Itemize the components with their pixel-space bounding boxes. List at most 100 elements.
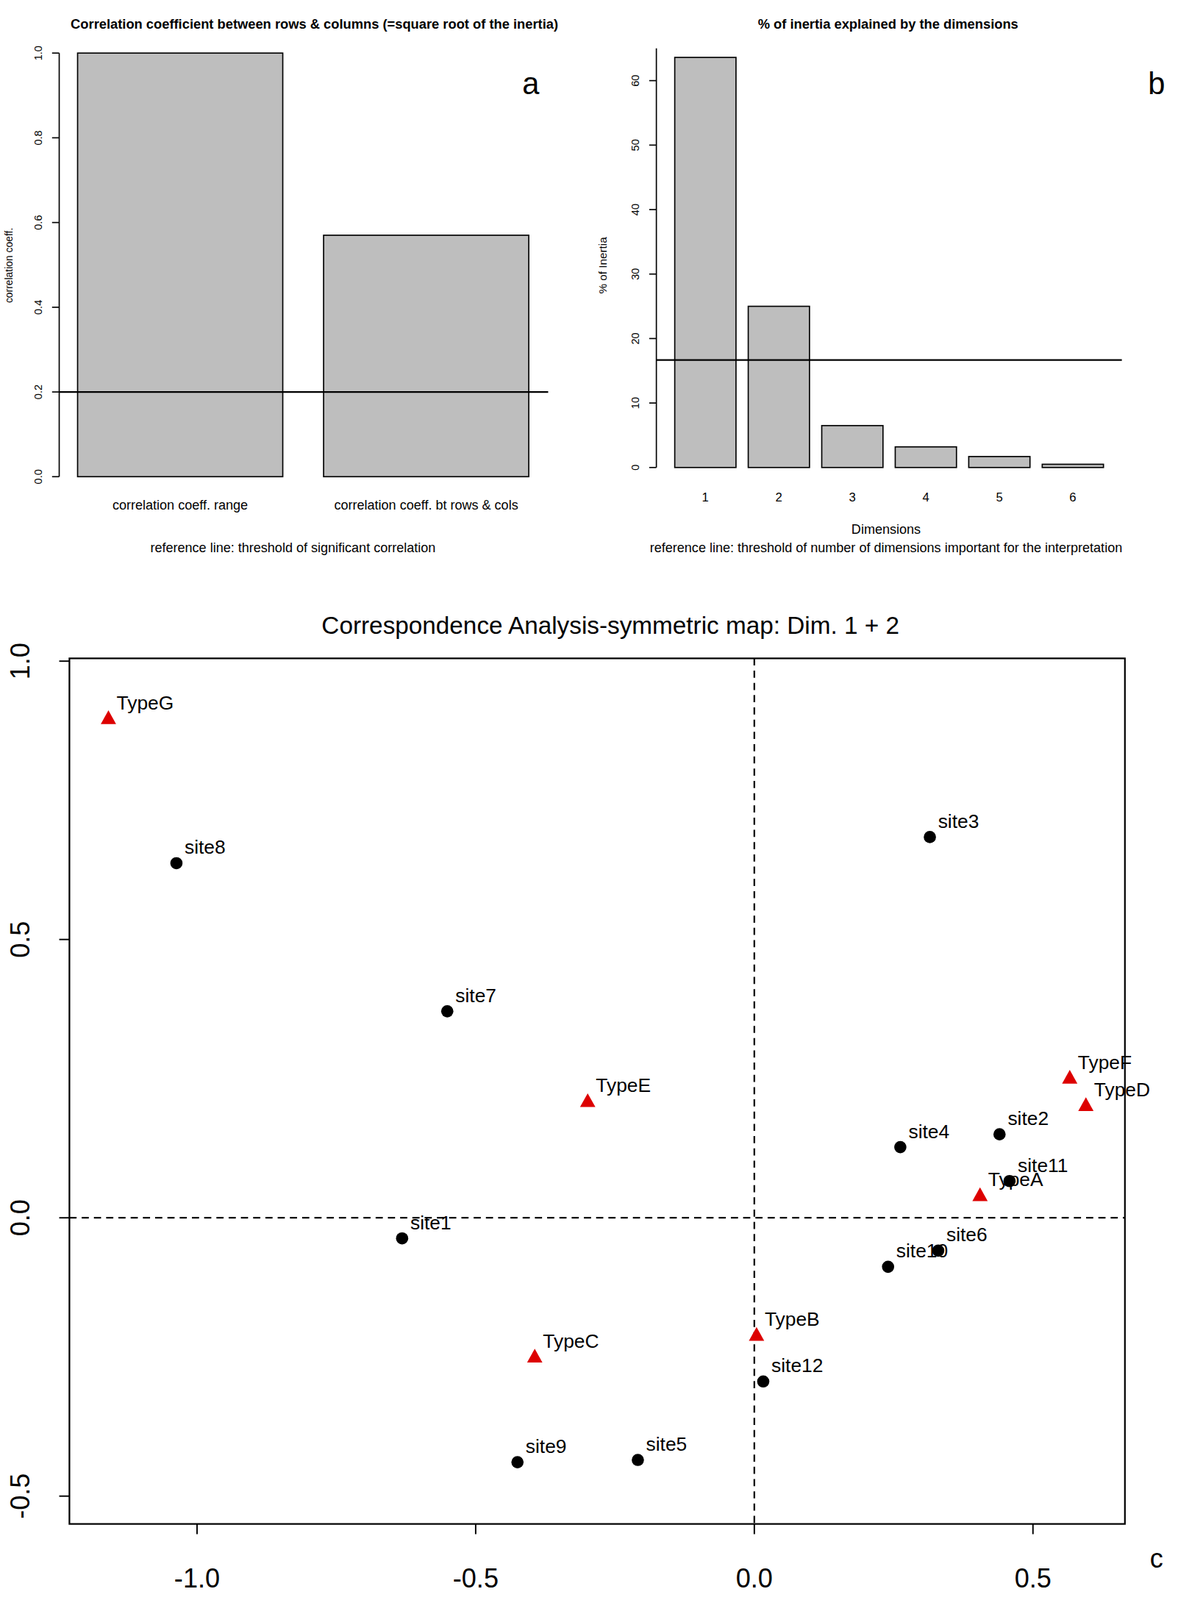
point-label: TypeF — [1077, 1051, 1132, 1074]
point — [1077, 1097, 1094, 1112]
point-label: TypeB — [764, 1308, 820, 1331]
point-label: site9 — [525, 1435, 567, 1458]
title: Correspondence Analysis-symmetric map: D… — [321, 611, 900, 640]
bar — [968, 456, 1030, 468]
point-label: site6 — [946, 1223, 988, 1246]
y-tick-label: 30 — [629, 268, 642, 281]
bar — [748, 306, 810, 468]
y-tick-label: 0.5 — [5, 921, 36, 959]
y-axis-line — [655, 48, 658, 468]
reference-line — [656, 359, 1123, 362]
point — [1061, 1069, 1078, 1084]
point — [580, 1093, 596, 1108]
y-tick — [52, 391, 60, 393]
y-tick-label: 0.0 — [5, 1199, 36, 1237]
bar — [822, 425, 884, 468]
point — [527, 1348, 543, 1363]
category-label: 5 — [995, 490, 1003, 505]
x-tick-label: -1.0 — [174, 1563, 220, 1594]
y-tick — [649, 402, 657, 404]
y-tick — [649, 338, 657, 340]
x-tick-label: 0.5 — [1014, 1563, 1052, 1594]
y-tick-label: 1.0 — [5, 642, 36, 680]
point — [511, 1455, 524, 1469]
point-label: site5 — [646, 1433, 688, 1456]
background — [0, 0, 1178, 1600]
panel-label: a — [522, 66, 540, 101]
title: Correlation coefficient between rows & c… — [70, 16, 559, 32]
y-tick-label: 1.0 — [32, 45, 45, 61]
y-tick-label: 20 — [629, 332, 642, 345]
x-tick — [753, 1524, 756, 1535]
category-label: 6 — [1069, 490, 1076, 505]
point — [993, 1127, 1006, 1141]
y-tick — [649, 80, 657, 82]
point — [100, 710, 117, 725]
y-tick — [59, 660, 70, 662]
point — [757, 1375, 770, 1388]
point-label: site12 — [771, 1354, 823, 1377]
y-tick — [59, 1216, 70, 1219]
point-label: site8 — [184, 836, 226, 859]
point — [894, 1141, 907, 1154]
y-tick-label: 0.6 — [32, 215, 45, 231]
panel-b: % of inertia explained by the dimensions… — [596, 16, 1166, 556]
point — [748, 1327, 765, 1342]
title: % of inertia explained by the dimensions — [758, 16, 1019, 32]
category-label: 1 — [702, 490, 709, 505]
bar — [77, 52, 284, 477]
point — [441, 1005, 454, 1018]
y-tick — [52, 222, 60, 224]
y-tick — [59, 1495, 70, 1498]
reference-vline — [753, 658, 756, 1524]
point-label: TypeG — [116, 691, 175, 715]
category-label: correlation coeff. bt rows & cols — [333, 497, 518, 513]
y-tick — [649, 466, 657, 469]
panel-c: Correspondence Analysis-symmetric map: D… — [5, 611, 1164, 1594]
y-tick — [649, 273, 657, 276]
panel-label: b — [1147, 66, 1165, 101]
bar — [675, 57, 737, 468]
y-tick-label: 0.0 — [32, 469, 45, 484]
point-label: TypeE — [595, 1074, 651, 1097]
x-axis-label: Dimensions — [851, 522, 921, 537]
plot-frame — [69, 658, 1125, 1524]
point — [631, 1453, 645, 1467]
y-tick — [649, 144, 657, 147]
caption: reference line: threshold of significant… — [150, 540, 436, 556]
y-axis-label: correlation coeff. — [2, 227, 15, 303]
point-label: site3 — [938, 810, 980, 833]
y-tick-label: 40 — [629, 203, 642, 216]
y-tick — [52, 306, 60, 309]
figure: Correlation coefficient between rows & c… — [0, 0, 1178, 1600]
y-axis-label: % of Inertia — [596, 236, 609, 295]
reference-hline — [69, 1216, 1125, 1219]
point — [881, 1260, 895, 1273]
y-tick — [52, 137, 60, 139]
reference-line — [59, 391, 549, 393]
bar — [894, 447, 956, 468]
panel-label: c — [1150, 1543, 1164, 1574]
point-label: site10 — [896, 1239, 948, 1262]
y-tick-label: 50 — [629, 138, 642, 151]
point-label: site1 — [410, 1211, 452, 1234]
category-label: 4 — [922, 490, 929, 505]
y-tick — [52, 52, 60, 54]
x-tick-label: 0.0 — [736, 1563, 773, 1594]
x-tick-label: -0.5 — [452, 1563, 499, 1594]
point-label: TypeC — [542, 1330, 599, 1353]
panel-a: Correlation coefficient between rows & c… — [2, 16, 559, 556]
y-tick-label: 0.4 — [32, 300, 45, 315]
point-label: site4 — [908, 1120, 950, 1143]
y-tick — [649, 208, 657, 211]
y-tick-label: 60 — [629, 75, 642, 87]
point-label: site7 — [455, 984, 497, 1007]
point — [972, 1187, 988, 1202]
y-tick-label: 0.8 — [32, 130, 45, 145]
point — [170, 857, 184, 870]
plot-area — [69, 658, 1125, 1524]
bar — [1041, 463, 1103, 467]
y-tick-label: 10 — [629, 397, 642, 409]
point — [923, 830, 937, 844]
y-axis-line — [58, 52, 61, 477]
